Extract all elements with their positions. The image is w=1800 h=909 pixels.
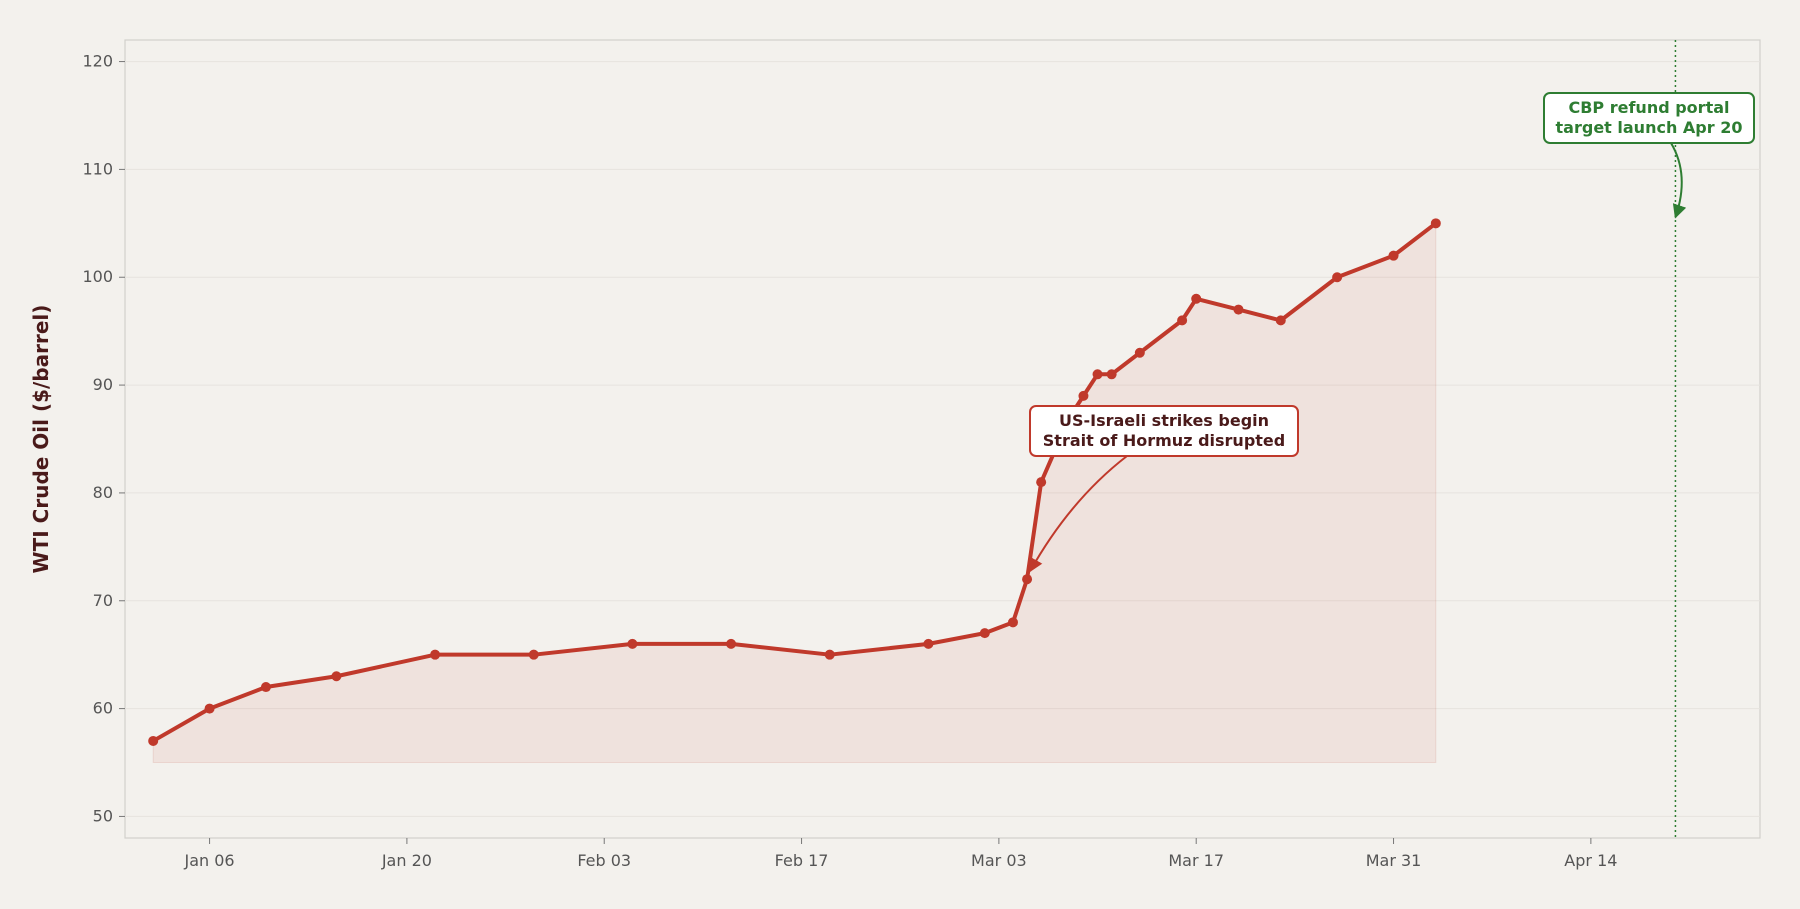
grid: [125, 61, 1760, 817]
data-point: [1106, 369, 1117, 380]
plot-area: [124, 39, 1761, 839]
data-point: [1388, 250, 1399, 261]
data-point: [430, 649, 441, 660]
y-tick-label: 50: [93, 806, 113, 825]
data-point: [1134, 347, 1145, 358]
data-point: [627, 638, 638, 649]
x-tick-label: Mar 17: [1168, 851, 1224, 870]
y-tick-label: 80: [93, 483, 113, 502]
data-point: [923, 638, 934, 649]
data-point: [979, 628, 990, 639]
x-tick-label: Apr 14: [1564, 851, 1617, 870]
annotation-text: Strait of Hormuz disrupted: [1043, 431, 1285, 450]
y-tick-label: 120: [82, 52, 113, 71]
data-point: [824, 649, 835, 660]
data-point: [1007, 617, 1018, 628]
y-axis: 50 60 70 80 90 100 110 120: [82, 52, 125, 825]
y-tick-label: 60: [93, 699, 113, 718]
annotation-text: target launch Apr 20: [1556, 118, 1743, 137]
annotation-box: [1029, 405, 1299, 457]
data-point: [1177, 315, 1188, 326]
x-tick-label: Feb 03: [577, 851, 631, 870]
annotation-arrow: [1029, 455, 1128, 573]
annotation-text: US-Israeli strikes begin: [1059, 411, 1269, 430]
y-axis-label: WTI Crude Oil ($/barrel): [29, 305, 53, 574]
data-point: [148, 735, 159, 746]
x-tick-label: Jan 20: [381, 851, 432, 870]
x-tick-label: Jan 06: [184, 851, 235, 870]
data-point: [1022, 574, 1033, 585]
x-tick-label: Mar 31: [1366, 851, 1422, 870]
data-point: [204, 703, 215, 714]
data-point: [1233, 304, 1244, 315]
annotation-text: CBP refund portal: [1568, 98, 1729, 117]
data-point: [1332, 272, 1343, 283]
x-tick-label: Feb 17: [775, 851, 829, 870]
y-tick-label: 100: [82, 267, 113, 286]
data-point: [528, 649, 539, 660]
data-point: [1036, 477, 1047, 488]
y-tick-label: 90: [93, 375, 113, 394]
annotation-arrow: [1670, 142, 1687, 219]
data-point: [1430, 218, 1441, 229]
y-tick-label: 110: [82, 159, 113, 178]
data-point: [1275, 315, 1286, 326]
data-point: [726, 638, 737, 649]
x-tick-label: Mar 03: [971, 851, 1027, 870]
y-tick-label: 70: [93, 591, 113, 610]
data-point: [1078, 390, 1089, 401]
annotation-box: [1543, 92, 1755, 144]
x-axis: Jan 06 Jan 20 Feb 03 Feb 17 Mar 03 Mar 17 Mar …: [184, 838, 1617, 870]
data-point: [1191, 293, 1202, 304]
data-point: [260, 682, 271, 693]
data-point: [1092, 369, 1103, 380]
data-point: [331, 671, 342, 682]
